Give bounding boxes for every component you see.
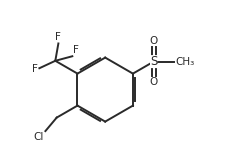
- Text: F: F: [32, 64, 38, 74]
- Text: Cl: Cl: [34, 132, 44, 142]
- Text: F: F: [55, 32, 61, 42]
- Text: F: F: [73, 45, 79, 56]
- Text: CH₃: CH₃: [175, 57, 194, 67]
- Text: O: O: [150, 36, 158, 46]
- Text: S: S: [150, 55, 157, 68]
- Text: O: O: [150, 77, 158, 87]
